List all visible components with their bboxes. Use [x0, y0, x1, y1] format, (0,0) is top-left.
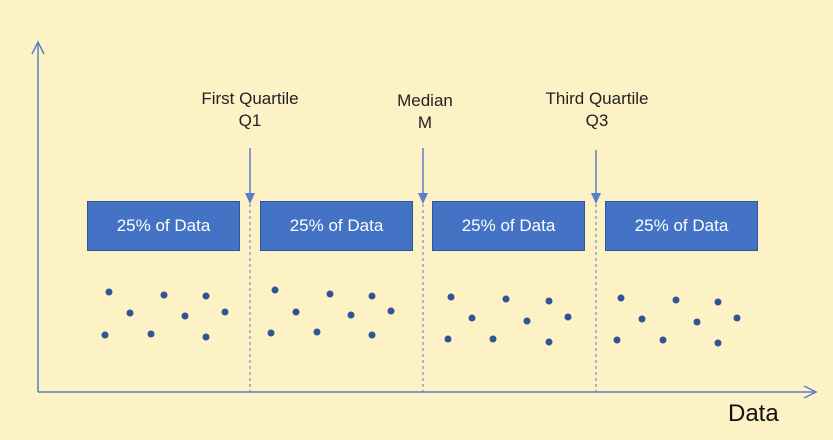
data-point	[468, 314, 476, 322]
data-point	[202, 292, 210, 300]
data-point	[181, 312, 189, 320]
data-point	[523, 317, 531, 325]
q1-label-line1: First Quartile	[201, 89, 299, 108]
median-arrowhead	[418, 193, 428, 204]
q3-label-line2: Q3	[585, 111, 609, 130]
data-point	[368, 292, 376, 300]
q1-label: First Quartile Q1	[170, 88, 330, 132]
data-point	[160, 291, 168, 299]
median-label-line2: M	[417, 113, 433, 132]
q3-arrowhead	[591, 193, 601, 204]
data-point	[347, 311, 355, 319]
x-axis-label: Data	[728, 400, 779, 427]
data-point	[489, 335, 497, 343]
data-point	[617, 294, 625, 302]
data-point	[105, 288, 113, 296]
q1-label-line2: Q1	[238, 111, 262, 130]
data-point	[564, 313, 572, 321]
data-point	[202, 333, 210, 341]
median-label: Median M	[345, 90, 505, 134]
q3-label-line1: Third Quartile	[545, 89, 649, 108]
data-point	[447, 293, 455, 301]
data-point	[714, 339, 722, 347]
data-point	[267, 329, 275, 337]
data-point	[545, 338, 553, 346]
data-point	[126, 309, 134, 317]
data-point	[101, 331, 109, 339]
data-points	[101, 286, 741, 347]
data-point	[313, 328, 321, 336]
data-point	[693, 318, 701, 326]
data-point	[221, 308, 229, 316]
data-point	[659, 336, 667, 344]
data-point	[368, 331, 376, 339]
data-point	[271, 286, 279, 294]
q1-arrowhead	[245, 193, 255, 204]
data-point	[444, 335, 452, 343]
data-point	[714, 298, 722, 306]
data-point	[502, 295, 510, 303]
data-point	[326, 290, 334, 298]
data-point	[638, 315, 646, 323]
x-axis-arrowhead	[803, 385, 818, 399]
data-point	[545, 297, 553, 305]
segment-box-2: 25% of Data	[260, 201, 413, 251]
segment-box-4: 25% of Data	[605, 201, 758, 251]
q3-label: Third Quartile Q3	[517, 88, 677, 132]
y-axis-arrowhead	[31, 40, 45, 55]
data-point	[733, 314, 741, 322]
segment-box-1: 25% of Data	[87, 201, 240, 251]
data-point	[147, 330, 155, 338]
median-label-line1: Median	[397, 91, 453, 110]
data-point	[613, 336, 621, 344]
segment-box-3: 25% of Data	[432, 201, 585, 251]
data-point	[387, 307, 395, 315]
data-point	[292, 308, 300, 316]
data-point	[672, 296, 680, 304]
